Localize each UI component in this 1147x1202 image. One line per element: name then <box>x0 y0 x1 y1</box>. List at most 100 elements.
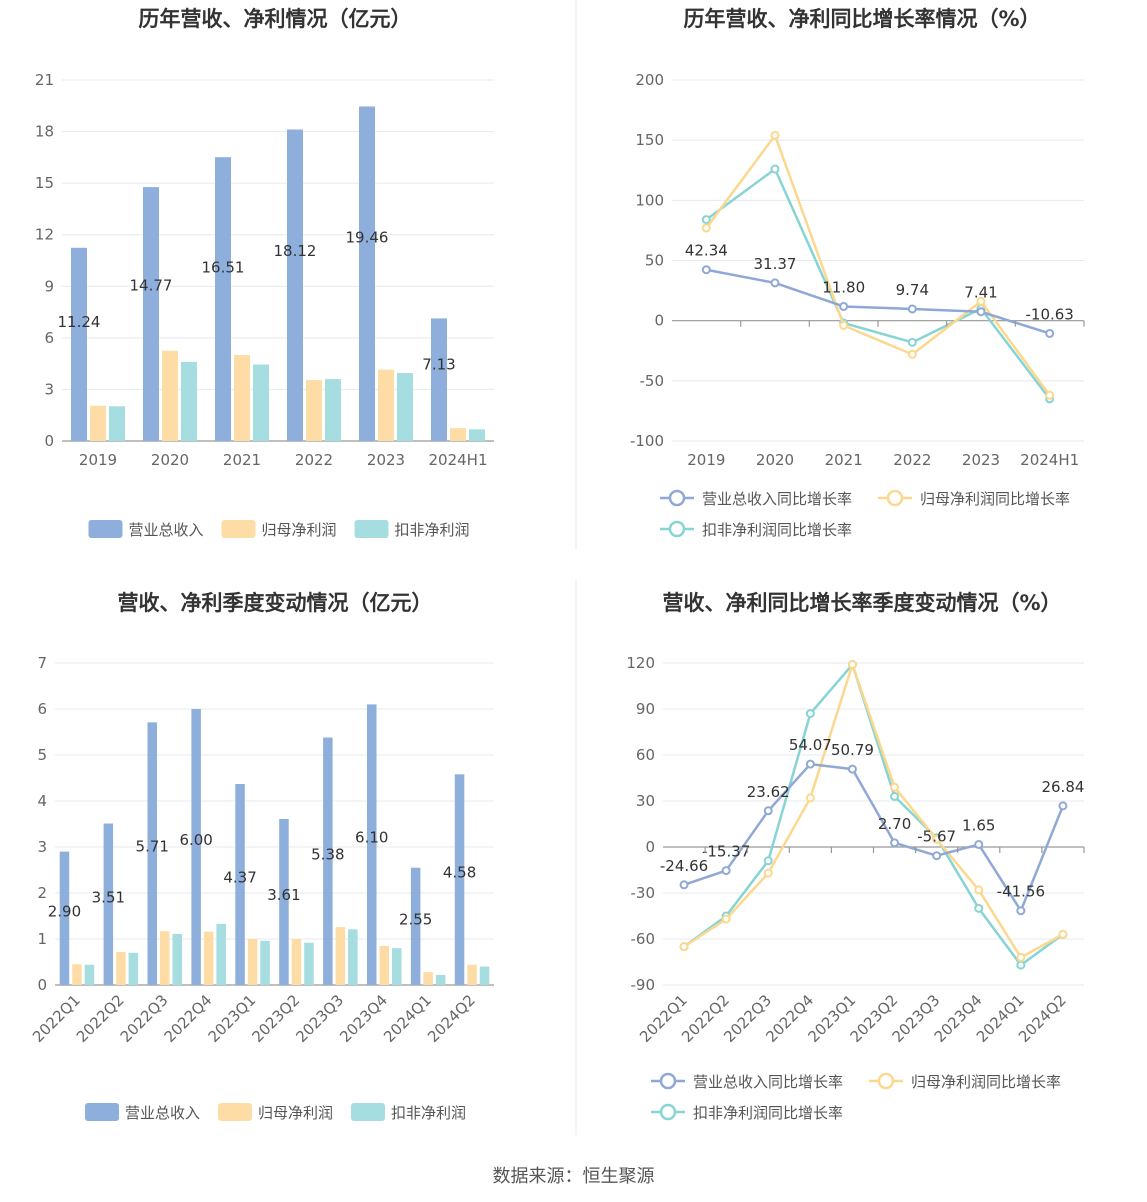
legend-item: 营业总收入 <box>88 520 204 539</box>
bar <box>423 972 433 985</box>
x-tick-label: 2022Q4 <box>161 991 216 1046</box>
bar <box>116 951 126 985</box>
bar <box>215 157 231 441</box>
legend-label: 营业总收入同比增长率 <box>693 1073 843 1091</box>
bar <box>181 361 197 441</box>
x-tick-label: 2022Q2 <box>73 991 128 1046</box>
x-tick-label: 2022 <box>893 451 931 469</box>
legend-label: 营业总收入 <box>125 1104 200 1122</box>
legend-swatch <box>221 520 256 538</box>
y-tick-label: 0 <box>37 976 47 994</box>
bar <box>323 737 333 985</box>
data-label: -10.63 <box>1025 305 1073 323</box>
bar <box>454 774 465 985</box>
bar <box>287 129 303 441</box>
data-point <box>839 301 849 311</box>
chart-quarterly_amounts: 营收、净利季度变动情况（亿元） 0 1 2 3 4 5 6 7 2.90 3.51 5.71 6.00 4… <box>29 591 494 1122</box>
data-point <box>1045 328 1055 338</box>
data-label: 3.61 <box>267 886 300 904</box>
y-tick-label: -60 <box>631 930 656 948</box>
data-point <box>679 942 689 952</box>
data-label: 7.41 <box>964 284 997 302</box>
legend-label: 营业总收入同比增长率 <box>702 490 852 508</box>
chart-quarterly_growth: 营收、净利同比增长率季度变动情况（%） -90 -60 -30 0 30 60 90 120 -2… <box>626 591 1085 1122</box>
data-point <box>890 782 900 792</box>
x-tick-label: 2024H1 <box>1020 451 1079 469</box>
legend-swatch <box>88 520 123 538</box>
y-tick-label: 3 <box>37 838 47 856</box>
data-point <box>763 856 773 866</box>
bar <box>279 818 289 985</box>
legend-item: 归母净利润 <box>218 1103 333 1122</box>
x-tick-label: 2024H1 <box>429 451 488 469</box>
data-label: 4.58 <box>443 864 476 882</box>
data-point <box>847 660 857 670</box>
y-tick-label: 15 <box>35 174 54 192</box>
data-label: 31.37 <box>754 255 797 273</box>
y-tick-label: -90 <box>631 976 656 994</box>
bar <box>162 350 178 441</box>
legend-swatch <box>218 1103 252 1121</box>
legend-item: 营业总收入同比增长率 <box>651 1072 843 1091</box>
bar <box>59 851 70 985</box>
data-label: -41.56 <box>997 883 1045 901</box>
data-label: 2.70 <box>878 815 911 833</box>
data-label: -5.67 <box>917 828 956 846</box>
data-point <box>770 130 780 140</box>
y-tick-label: 50 <box>645 252 664 270</box>
y-tick-label: 0 <box>44 432 54 450</box>
data-label: 6.10 <box>355 829 388 847</box>
data-point <box>1058 929 1068 939</box>
data-label: 4.37 <box>223 868 256 886</box>
bar <box>304 942 314 985</box>
bar <box>234 355 250 441</box>
chart-title: 营收、净利季度变动情况（亿元） <box>118 591 433 615</box>
series-line <box>705 167 1051 400</box>
legend-label: 归母净利润同比增长率 <box>911 1073 1061 1091</box>
bar <box>325 379 341 441</box>
bar <box>128 952 139 985</box>
data-point <box>890 838 900 848</box>
chart-annual_growth: 历年营收、净利同比增长率情况（%） -100 -50 0 50 100 150 200 42.3… <box>630 7 1085 539</box>
bar <box>467 964 477 985</box>
bar <box>109 406 125 441</box>
legend-item: 归母净利润同比增长率 <box>869 1072 1061 1091</box>
legend-marker <box>659 1072 677 1090</box>
legend-marker <box>659 1103 677 1121</box>
bar <box>147 722 157 985</box>
data-point <box>976 307 986 317</box>
y-tick-label: -30 <box>631 884 656 902</box>
data-label: 16.51 <box>202 259 245 277</box>
data-label: 9.74 <box>896 281 929 299</box>
data-label: 5.71 <box>136 838 169 856</box>
data-label: 14.77 <box>130 277 173 295</box>
legend-label: 归母净利润同比增长率 <box>920 490 1070 508</box>
chart-title: 历年营收、净利情况（亿元） <box>139 7 412 31</box>
y-tick-label: 0 <box>654 312 664 330</box>
data-label: 42.34 <box>685 242 728 260</box>
legend-item: 扣非净利润同比增长率 <box>651 1103 843 1122</box>
legend-marker <box>877 1072 895 1090</box>
bar <box>306 379 322 441</box>
bar <box>431 318 447 441</box>
x-tick-label: 2023 <box>367 451 405 469</box>
x-tick-label: 2021 <box>825 451 863 469</box>
legend-item: 营业总收入 <box>85 1103 200 1122</box>
bar <box>103 823 114 985</box>
data-label: -15.37 <box>702 843 750 861</box>
series-line <box>683 663 1064 967</box>
bar <box>260 940 270 985</box>
y-tick-label: 5 <box>37 746 47 764</box>
data-point <box>932 851 942 861</box>
x-tick-label: 2023Q3 <box>292 991 347 1046</box>
legend-label: 归母净利润 <box>258 1104 333 1122</box>
data-point <box>805 759 815 769</box>
y-tick-label: 200 <box>635 71 664 89</box>
data-point <box>701 215 711 225</box>
series-line <box>683 762 1065 912</box>
x-tick-label: 2021 <box>223 451 261 469</box>
x-tick-label: 2022Q1 <box>29 991 84 1046</box>
bar <box>450 428 466 441</box>
data-point <box>1058 801 1068 811</box>
chart-title: 营收、净利同比增长率季度变动情况（%） <box>662 591 1061 615</box>
